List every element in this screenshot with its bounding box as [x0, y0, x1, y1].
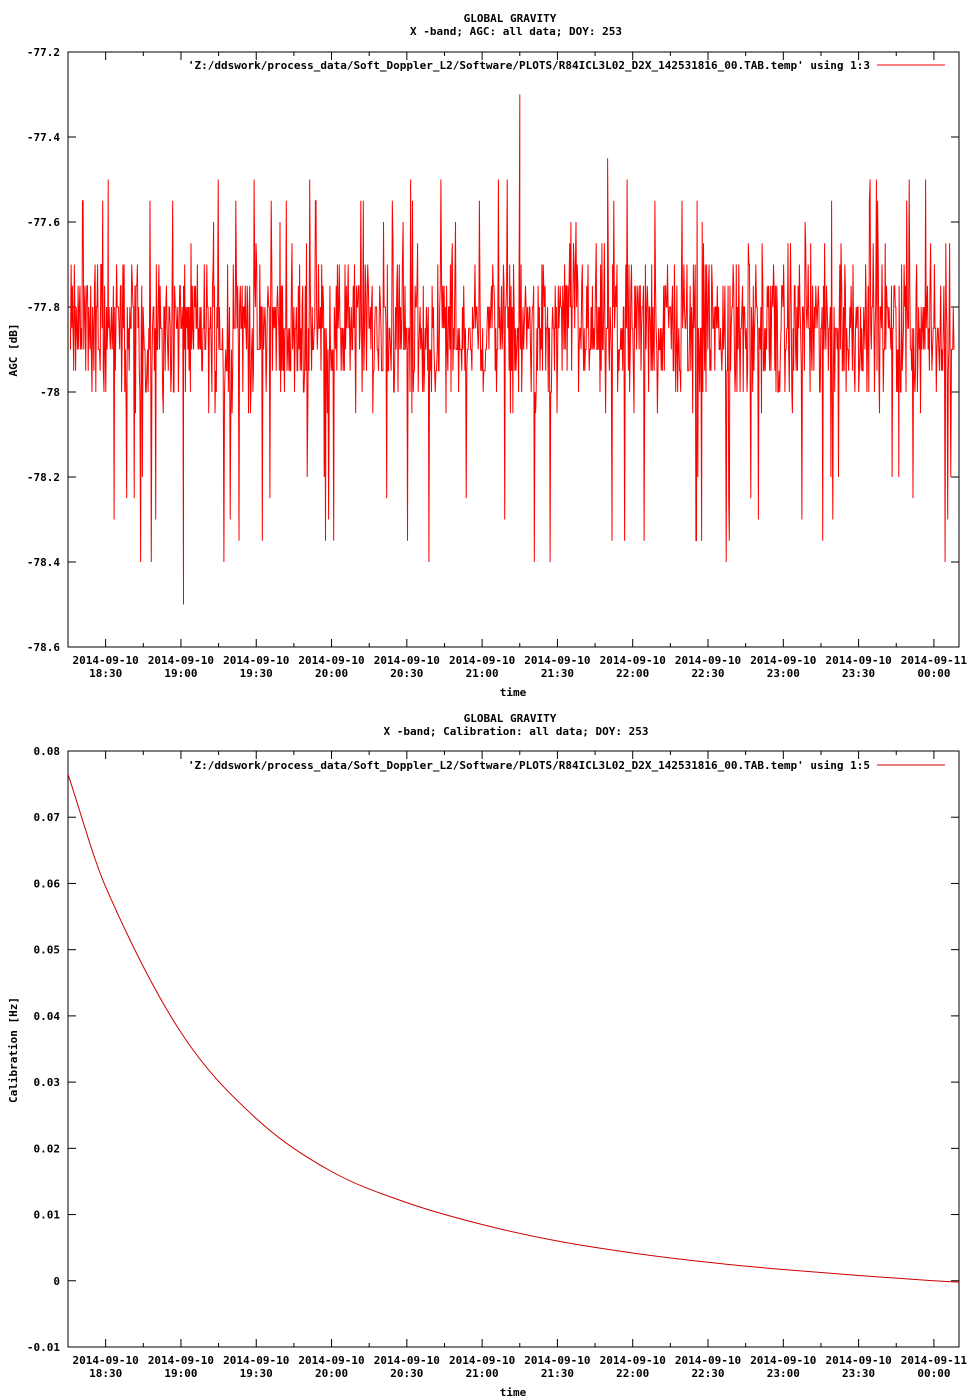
agc-y-tick-label: -78.4 — [27, 556, 60, 569]
calibration-x-tick-time: 00:00 — [917, 1367, 950, 1380]
calibration-y-tick-label: 0.01 — [34, 1209, 61, 1222]
calibration-x-tick-date: 2014-09-10 — [750, 1354, 816, 1367]
agc-series-line — [70, 94, 955, 605]
calibration-chart: GLOBAL GRAVITY X -band; Calibration: all… — [7, 712, 967, 1399]
agc-x-tick-time: 21:00 — [466, 667, 499, 680]
agc-x-tick-time: 19:30 — [240, 667, 273, 680]
calibration-x-tick-date: 2014-09-11 — [901, 1354, 968, 1367]
agc-x-tick-date: 2014-09-10 — [449, 654, 515, 667]
calibration-x-tick-date: 2014-09-10 — [73, 1354, 139, 1367]
agc-x-tick-time: 00:00 — [917, 667, 950, 680]
agc-y-tick-label: -78 — [40, 386, 60, 399]
calibration-series-line — [67, 774, 960, 1283]
agc-x-tick-time: 20:00 — [315, 667, 348, 680]
calibration-x-tick-time: 20:00 — [315, 1367, 348, 1380]
agc-x-tick-date: 2014-09-10 — [675, 654, 741, 667]
agc-plot-frame — [67, 51, 960, 648]
calibration-y-tick-labels: 0.08 0.07 0.06 0.05 0.04 0.03 0.02 0.01 0 -0.01 — [27, 745, 60, 1354]
calibration-x-tick-date: 2014-09-10 — [524, 1354, 590, 1367]
calibration-x-tick-date: 2014-09-10 — [825, 1354, 891, 1367]
agc-x-tick-date: 2014-09-10 — [600, 654, 666, 667]
calibration-y-tick-label: 0 — [53, 1275, 60, 1288]
calibration-plot-frame — [67, 750, 960, 1348]
calibration-y-axis-label: Calibration [Hz] — [7, 997, 20, 1103]
agc-x-tick-time: 22:00 — [616, 667, 649, 680]
calibration-chart-subtitle: X -band; Calibration: all data; DOY: 253 — [384, 725, 649, 738]
calibration-x-tick-time: 19:30 — [240, 1367, 273, 1380]
calibration-x-axis-label: time — [500, 1386, 527, 1399]
agc-y-tick-label: -77.8 — [27, 301, 60, 314]
agc-x-tick-date: 2014-09-10 — [524, 654, 590, 667]
agc-x-tick-date: 2014-09-10 — [148, 654, 214, 667]
calibration-chart-title: GLOBAL GRAVITY — [464, 712, 557, 725]
agc-series — [70, 94, 955, 605]
calibration-x-tick-time: 19:00 — [164, 1367, 197, 1380]
agc-x-tick-time: 22:30 — [691, 667, 724, 680]
agc-x-axis-label: time — [500, 686, 527, 699]
calibration-x-tick-time: 18:30 — [89, 1367, 122, 1380]
agc-x-tick-date: 2014-09-10 — [223, 654, 289, 667]
calibration-y-tick-label: -0.01 — [27, 1341, 60, 1354]
calibration-x-tick-date: 2014-09-10 — [449, 1354, 515, 1367]
agc-x-tick-date: 2014-09-11 — [901, 654, 968, 667]
agc-x-tick-time: 23:30 — [842, 667, 875, 680]
calibration-x-tick-date: 2014-09-10 — [675, 1354, 741, 1367]
calibration-axis-ticks — [67, 750, 959, 1348]
calibration-y-tick-label: 0.07 — [34, 811, 61, 824]
calibration-x-tick-time: 21:30 — [541, 1367, 574, 1380]
agc-y-axis-label: AGC [dB] — [7, 324, 20, 377]
agc-x-tick-date: 2014-09-10 — [298, 654, 364, 667]
agc-x-tick-date: 2014-09-10 — [374, 654, 440, 667]
calibration-y-tick-label: 0.06 — [34, 877, 61, 890]
calibration-y-tick-label: 0.04 — [34, 1010, 61, 1023]
agc-y-tick-labels: -77.2 -77.4 -77.6 -77.8 -78 -78.2 -78.4 -78.6 — [27, 46, 60, 654]
calibration-x-tick-time: 23:30 — [842, 1367, 875, 1380]
calibration-y-tick-label: 0.08 — [34, 745, 61, 758]
agc-y-tick-label: -77.6 — [27, 216, 60, 229]
agc-chart-title: GLOBAL GRAVITY — [464, 12, 557, 25]
calibration-y-tick-label: 0.03 — [34, 1076, 61, 1089]
agc-y-tick-label: -77.2 — [27, 46, 60, 59]
calibration-x-tick-time: 21:00 — [466, 1367, 499, 1380]
calibration-x-tick-date: 2014-09-10 — [600, 1354, 666, 1367]
agc-x-tick-labels: 2014-09-1018:302014-09-1019:002014-09-10… — [73, 654, 968, 680]
agc-x-tick-time: 19:00 — [164, 667, 197, 680]
agc-y-tick-label: -77.4 — [27, 131, 60, 144]
calibration-x-tick-time: 22:30 — [691, 1367, 724, 1380]
agc-chart-subtitle: X -band; AGC: all data; DOY: 253 — [410, 25, 622, 38]
calibration-x-tick-date: 2014-09-10 — [374, 1354, 440, 1367]
calibration-x-tick-time: 22:00 — [616, 1367, 649, 1380]
agc-y-tick-label: -78.6 — [27, 641, 60, 654]
calibration-legend-label: 'Z:/ddswork/process_data/Soft_Doppler_L2… — [188, 759, 870, 772]
agc-x-tick-date: 2014-09-10 — [825, 654, 891, 667]
calibration-x-tick-time: 20:30 — [390, 1367, 423, 1380]
agc-x-tick-time: 18:30 — [89, 667, 122, 680]
calibration-x-tick-labels: 2014-09-1018:302014-09-1019:002014-09-10… — [73, 1354, 968, 1380]
agc-legend-label: 'Z:/ddswork/process_data/Soft_Doppler_L2… — [188, 59, 870, 72]
calibration-x-tick-date: 2014-09-10 — [148, 1354, 214, 1367]
calibration-x-tick-date: 2014-09-10 — [223, 1354, 289, 1367]
calibration-x-tick-date: 2014-09-10 — [298, 1354, 364, 1367]
agc-x-tick-time: 21:30 — [541, 667, 574, 680]
calibration-y-tick-label: 0.02 — [34, 1142, 61, 1155]
agc-y-tick-label: -78.2 — [27, 471, 60, 484]
calibration-x-tick-time: 23:00 — [767, 1367, 800, 1380]
agc-x-tick-time: 20:30 — [390, 667, 423, 680]
agc-chart: GLOBAL GRAVITY X -band; AGC: all data; D… — [7, 12, 967, 699]
agc-x-tick-time: 23:00 — [767, 667, 800, 680]
calibration-series — [67, 774, 960, 1283]
calibration-y-tick-label: 0.05 — [34, 944, 61, 957]
agc-x-tick-date: 2014-09-10 — [73, 654, 139, 667]
agc-x-tick-date: 2014-09-10 — [750, 654, 816, 667]
